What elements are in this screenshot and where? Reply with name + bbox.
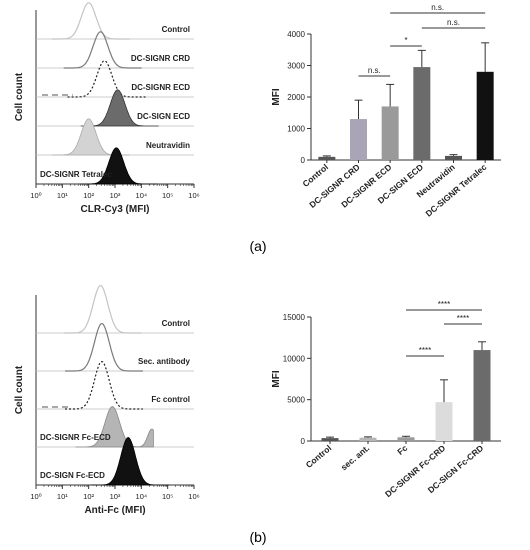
bar-chart-panel-b: 0 5000 10000 15000 Control sec. ant. FcDC-SIGN…	[271, 300, 501, 499]
y-tick-label: 0	[301, 437, 306, 446]
x-tick-label: 10¹	[57, 191, 68, 200]
row-label: Control	[162, 25, 190, 34]
x-tick-label: Fc	[395, 443, 409, 457]
histogram-trace	[75, 406, 154, 448]
y-axis-label: MFI	[271, 88, 282, 105]
histogram-trace	[65, 360, 143, 410]
x-tick-label: 10⁵	[162, 191, 173, 200]
bar	[321, 438, 339, 441]
x-axis-label: Anti-Fc (MFI)	[84, 505, 145, 516]
x-tick-label: 10²	[83, 492, 94, 501]
y-tick-label: 1000	[287, 125, 305, 134]
y-tick-label: 4000	[287, 30, 305, 39]
histogram-trace	[51, 2, 130, 40]
row-label: DC-SIGN ECD	[137, 112, 190, 121]
histogram-panel-b: 10⁰ 10¹ 10² 10³ 10⁴ 10⁵ 10⁶ Control Sec. antibod…	[14, 284, 200, 516]
x-tick-label: 10⁰	[30, 191, 41, 200]
significance-label: n.s.	[431, 3, 444, 12]
x-tick-label: 10²	[83, 191, 94, 200]
x-tick-label: DC-SIGNR Tetralec	[424, 162, 489, 219]
y-tick-label: 2000	[287, 93, 305, 102]
significance-label: ****	[419, 346, 431, 355]
histogram-trace	[63, 31, 142, 69]
bar	[318, 156, 336, 160]
x-axis-label: CLR-Cy3 (MFI)	[81, 204, 150, 215]
bar	[445, 155, 462, 160]
x-tick-label: Control	[301, 162, 331, 189]
bar	[476, 71, 494, 160]
bar	[413, 67, 431, 160]
y-axis-label: Cell count	[14, 365, 25, 414]
histogram-trace	[67, 60, 146, 98]
bar	[350, 119, 367, 160]
y-axis-label: Cell count	[14, 72, 25, 121]
x-tick-label: 10⁴	[136, 191, 148, 200]
histogram-trace	[65, 322, 143, 372]
row-label: Fc control	[151, 395, 190, 404]
x-tick-label: 10⁶	[188, 191, 199, 200]
significance-label: n.s.	[368, 66, 381, 75]
y-tick-label: 10000	[283, 354, 306, 363]
y-tick-label: 3000	[287, 62, 305, 71]
x-tick-label: 10⁴	[136, 492, 148, 501]
x-tick-label: 10¹	[57, 492, 68, 501]
y-tick-label: 0	[301, 156, 306, 165]
row-label: DC-SIGNR CRD	[131, 54, 190, 63]
significance-label: n.s.	[447, 18, 460, 27]
histogram-panel-a: 10⁰ 10¹ 10² 10³ 10⁴ 10⁵ 10⁶ Control DC-SIGNR CRD…	[14, 2, 200, 215]
row-label: Sec. antibody	[138, 357, 191, 366]
x-tick-label: 10⁵	[162, 492, 173, 501]
x-tick-label: 10⁶	[188, 492, 199, 501]
row-label: DC-SIGNR Fc-ECD	[40, 433, 111, 442]
row-label: DC-SIGN Fc-ECD	[40, 471, 105, 480]
y-axis-label: MFI	[271, 370, 282, 387]
panel-label-a: (a)	[249, 238, 266, 254]
histogram-trace	[79, 147, 158, 185]
x-tick-label: sec. ant.	[339, 443, 371, 473]
significance-label: *	[404, 36, 407, 45]
x-tick-label: 10⁰	[30, 492, 41, 501]
histogram-trace	[91, 437, 170, 486]
significance-label: ****	[457, 314, 469, 323]
histogram-trace	[63, 284, 142, 334]
x-tick-label: DC-SIGNR Fc-CRD	[383, 443, 447, 499]
row-label: Neutravidin	[146, 141, 190, 150]
x-tick-label: Control	[304, 443, 334, 470]
y-tick-label: 15000	[283, 313, 306, 322]
row-label: DC-SIGNR Tetralec	[40, 170, 112, 179]
bar	[397, 437, 415, 441]
row-label: DC-SIGNR ECD	[131, 83, 190, 92]
y-tick-label: 5000	[287, 396, 305, 405]
bar	[381, 106, 399, 160]
bar	[473, 350, 491, 441]
bar	[359, 437, 377, 441]
row-label: Control	[162, 319, 190, 328]
significance-label: ****	[438, 300, 450, 309]
panel-label-b: (b)	[249, 529, 266, 545]
x-tick-label: 10³	[110, 492, 121, 501]
histogram-trace	[80, 89, 159, 127]
x-tick-label: 10³	[110, 191, 121, 200]
bar	[435, 402, 453, 441]
